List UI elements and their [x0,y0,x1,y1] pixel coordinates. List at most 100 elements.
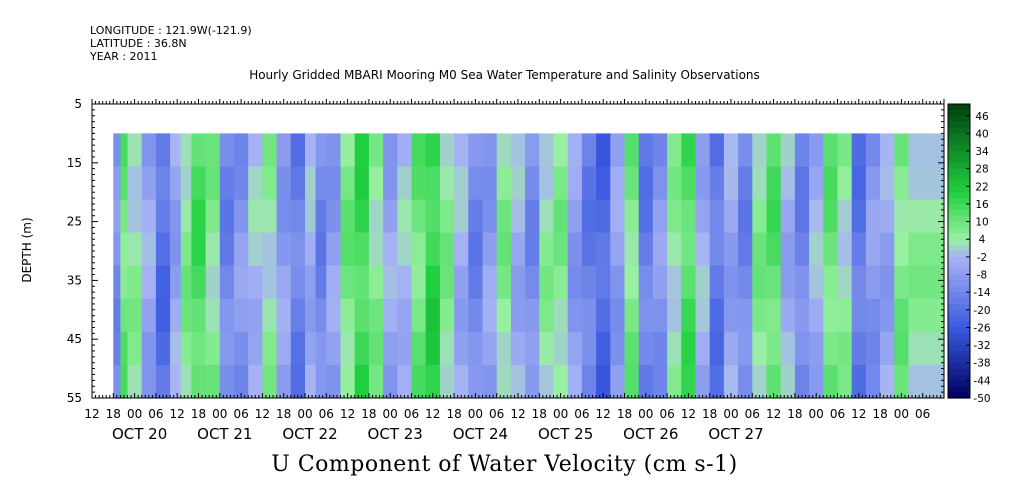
heat-cell [809,166,824,201]
heat-cell [894,298,910,333]
heat-cell [596,133,611,168]
heat-cell [305,265,317,300]
heat-cell [127,133,143,168]
heat-cell [766,199,782,234]
heat-cell [468,232,484,267]
colorbar-swatch [948,145,970,152]
heat-cell [752,232,768,267]
heat-cell [567,298,583,333]
x-hour-tick-label: 12 [255,407,270,421]
heat-cell [113,265,121,300]
heat-cell [326,265,342,300]
heat-cell [315,265,327,300]
colorbar-tick-label: -44 [973,375,990,387]
heat-cell [262,199,278,234]
heat-cell [851,166,867,201]
colorbar-swatch [948,186,970,193]
heat-cell [411,364,427,399]
heat-cell [823,265,839,300]
heat-cell [205,133,221,168]
heat-cell [170,298,182,333]
heat-cell [567,166,583,201]
heat-cell [113,364,121,399]
colorbar-tick-label: 16 [975,199,989,211]
heat-cell [823,199,839,234]
heat-cell [809,265,824,300]
heat-cell [262,298,278,333]
heat-cell [411,232,427,267]
colorbar-tick-label: 40 [975,128,988,140]
heat-cell [397,298,413,333]
heat-cell [624,298,640,333]
heat-cell [695,232,711,267]
heat-cell [397,232,413,267]
heat-cell [340,232,356,267]
heatmap-cells [113,133,945,399]
colorbar-swatch [948,362,970,370]
heat-cell [667,232,682,267]
heat-cell [567,199,583,234]
colorbar-swatch [948,251,970,258]
x-hour-tick-label: 06 [574,407,589,421]
x-hour-tick-label: 00 [212,407,227,421]
heat-cell [596,331,611,366]
x-hour-tick-label: 18 [276,407,291,421]
heat-cell [305,298,317,333]
heat-cell [865,298,881,333]
heat-cell [141,166,157,201]
heat-cell [723,265,739,300]
colorbar-swatch [948,204,970,211]
heat-cell [234,265,249,300]
x-axis-label: U Component of Water Velocity (cm s-1) [271,452,738,477]
heat-cell [397,331,413,366]
colorbar-swatch [948,115,970,123]
x-date-label: OCT 24 [453,425,508,443]
heat-cell [738,364,753,399]
heat-cell [880,364,895,399]
heat-cell [326,133,342,168]
heat-cell [695,199,711,234]
x-hour-tick-label: 00 [809,407,824,421]
heat-cell [113,133,121,168]
heat-cell [851,331,867,366]
heat-cell [851,232,867,267]
colorbar-swatch [948,303,970,311]
heat-cell [155,331,171,366]
heat-cell [525,331,540,366]
heat-cell [248,166,263,201]
heat-cell [766,265,782,300]
x-hour-tick-label: 18 [191,407,206,421]
heat-cell [567,364,583,399]
x-hour-tick-label: 06 [489,407,504,421]
heat-cell [837,232,853,267]
heat-cell [738,199,753,234]
heat-cell [425,265,441,300]
colorbar-tick-label: -8 [977,270,987,282]
heat-cell [681,298,697,333]
heat-cell [510,364,526,399]
heat-cell [248,298,263,333]
heat-cell [383,364,398,399]
heat-cell [809,331,824,366]
heat-cell [383,232,398,267]
heat-cell [454,133,469,168]
heat-cell [127,298,143,333]
heat-cell [510,199,526,234]
heat-cell [908,133,945,168]
x-date-label: OCT 26 [623,425,678,443]
heat-cell [290,298,306,333]
heat-cell [780,199,796,234]
heat-cell [667,166,682,201]
x-hour-tick-label: 00 [638,407,653,421]
colorbar-swatch [948,156,970,164]
heat-cell [234,166,249,201]
heat-cell [127,166,143,201]
heat-cell [780,133,796,168]
heat-cell [794,199,810,234]
x-hour-tick-label: 00 [383,407,398,421]
heat-cell [468,199,484,234]
heat-cell [482,133,498,168]
heat-cell [638,166,654,201]
colorbar-tick-label: 46 [975,111,989,123]
heat-cell [738,265,753,300]
